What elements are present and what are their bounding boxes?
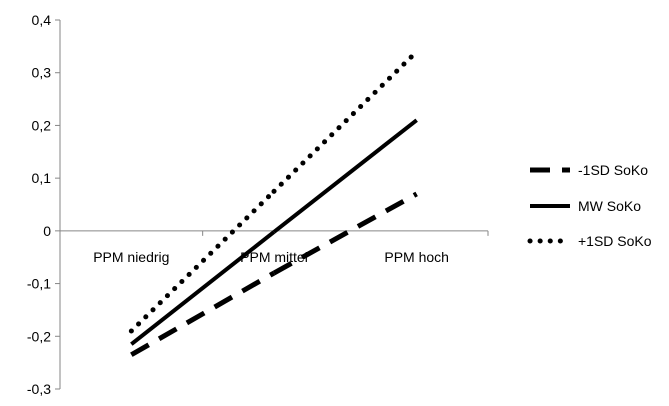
axes (55, 19, 489, 390)
y-tick-label: -0,2 (27, 328, 51, 344)
legend: -1SD SoKo MW SoKo +1SD SoKo (527, 162, 652, 249)
legend-label: -1SD SoKo (578, 162, 648, 178)
series-lines (128, 49, 420, 357)
y-tick-label: 0,2 (32, 117, 52, 133)
series-segment (130, 270, 276, 357)
series-dotted (128, 49, 420, 334)
series-dashed (130, 191, 418, 357)
category-labels: PPM niedrig PPM mittel PPM hoch (93, 249, 449, 265)
y-tick-label: 0,3 (32, 65, 52, 81)
category-label: PPM mittel (240, 249, 308, 265)
y-tick-label: -0,3 (27, 381, 51, 397)
legend-label: MW SoKo (578, 198, 641, 214)
series-segment (128, 188, 277, 334)
series-solid (130, 118, 418, 346)
y-tick-labels: 0,4 0,3 0,2 0,1 0 -0,1 -0,2 -0,3 (27, 12, 51, 397)
category-label: PPM hoch (384, 249, 449, 265)
legend-label: +1SD SoKo (578, 233, 652, 249)
y-tick-label: 0,4 (32, 12, 52, 28)
series-segment (272, 118, 418, 234)
series-segment (130, 230, 276, 346)
series-segment (271, 49, 420, 194)
y-tick-label: 0 (43, 223, 51, 239)
y-tick-label: -0,1 (27, 276, 51, 292)
category-label: PPM niedrig (93, 249, 169, 265)
series-segment (272, 191, 418, 276)
y-tick-label: 0,1 (32, 170, 52, 186)
